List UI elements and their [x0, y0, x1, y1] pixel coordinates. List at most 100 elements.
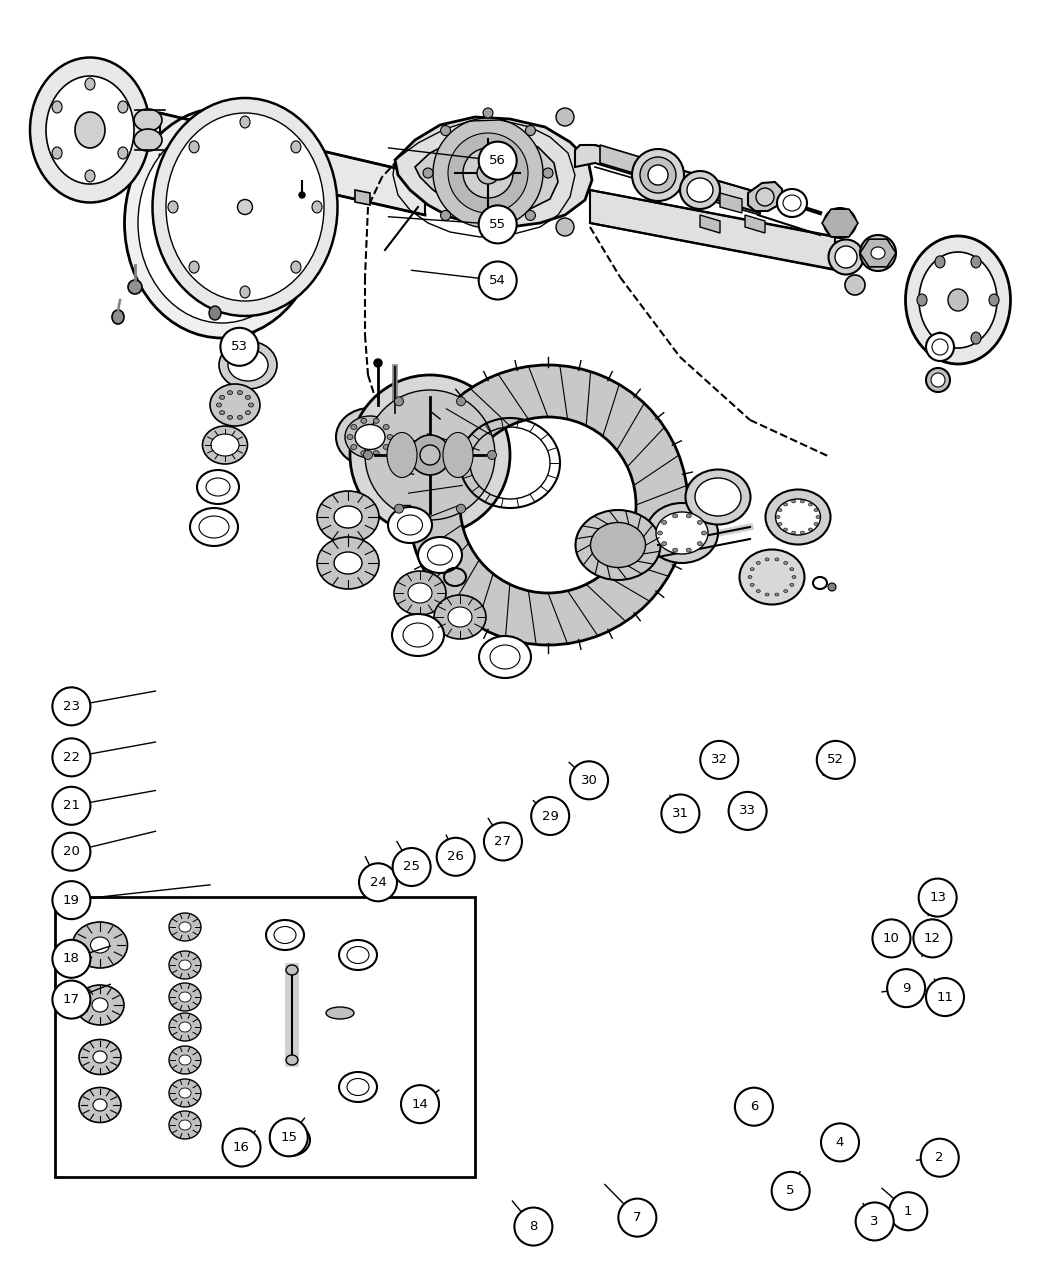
Ellipse shape [750, 567, 754, 571]
Ellipse shape [656, 513, 708, 555]
Text: 5: 5 [786, 1184, 795, 1197]
Ellipse shape [687, 514, 691, 518]
Ellipse shape [388, 507, 432, 543]
Ellipse shape [673, 514, 677, 518]
Text: 55: 55 [489, 218, 506, 231]
Ellipse shape [387, 435, 393, 440]
Ellipse shape [808, 528, 813, 530]
Ellipse shape [775, 558, 779, 561]
Ellipse shape [346, 1079, 369, 1095]
Text: 21: 21 [63, 799, 80, 812]
Ellipse shape [483, 108, 493, 119]
Ellipse shape [169, 1014, 201, 1040]
Ellipse shape [351, 445, 357, 450]
Text: 9: 9 [902, 982, 910, 994]
Ellipse shape [286, 1054, 298, 1065]
Ellipse shape [640, 157, 676, 193]
Ellipse shape [374, 360, 382, 367]
Ellipse shape [835, 246, 857, 268]
Ellipse shape [926, 333, 954, 361]
Ellipse shape [756, 589, 760, 593]
Ellipse shape [339, 1072, 377, 1102]
Text: 29: 29 [542, 810, 559, 822]
Ellipse shape [351, 425, 357, 430]
Circle shape [479, 142, 517, 180]
Circle shape [735, 1088, 773, 1126]
Ellipse shape [525, 210, 536, 221]
Text: 11: 11 [937, 991, 953, 1003]
Ellipse shape [363, 450, 373, 459]
Ellipse shape [336, 408, 404, 465]
Polygon shape [355, 190, 370, 205]
Ellipse shape [52, 101, 62, 113]
Ellipse shape [361, 418, 366, 423]
Ellipse shape [291, 261, 301, 273]
Text: 20: 20 [63, 845, 80, 858]
Ellipse shape [765, 558, 769, 561]
Ellipse shape [701, 530, 707, 536]
Text: 18: 18 [63, 952, 80, 965]
Ellipse shape [828, 583, 836, 592]
Text: 31: 31 [672, 807, 689, 820]
Circle shape [52, 687, 90, 725]
Text: 15: 15 [280, 1131, 297, 1144]
Ellipse shape [697, 542, 702, 546]
Ellipse shape [249, 403, 253, 407]
Ellipse shape [792, 575, 796, 579]
Ellipse shape [219, 395, 225, 399]
Circle shape [926, 978, 964, 1016]
Ellipse shape [408, 583, 432, 603]
Ellipse shape [657, 530, 663, 536]
Ellipse shape [800, 500, 804, 502]
Ellipse shape [433, 119, 543, 228]
Ellipse shape [168, 201, 178, 213]
Ellipse shape [441, 210, 450, 221]
Ellipse shape [448, 133, 528, 213]
Ellipse shape [85, 78, 94, 91]
Ellipse shape [209, 306, 220, 320]
Ellipse shape [334, 552, 362, 574]
Ellipse shape [483, 228, 493, 238]
Text: 14: 14 [412, 1098, 428, 1111]
Ellipse shape [46, 76, 134, 184]
Ellipse shape [169, 951, 201, 979]
Circle shape [437, 838, 475, 876]
Ellipse shape [398, 515, 422, 536]
Ellipse shape [490, 645, 520, 669]
Polygon shape [290, 177, 308, 193]
Circle shape [873, 919, 910, 958]
Text: 26: 26 [447, 850, 464, 863]
Ellipse shape [443, 432, 472, 478]
Ellipse shape [178, 1088, 191, 1098]
Ellipse shape [646, 504, 718, 564]
Text: 2: 2 [936, 1151, 944, 1164]
Circle shape [662, 794, 699, 833]
Ellipse shape [178, 1119, 191, 1130]
Ellipse shape [783, 589, 788, 593]
Ellipse shape [237, 416, 243, 419]
Ellipse shape [312, 201, 322, 213]
Ellipse shape [189, 261, 200, 273]
Ellipse shape [394, 571, 446, 615]
Polygon shape [860, 240, 896, 266]
Ellipse shape [860, 235, 896, 272]
Ellipse shape [178, 1023, 191, 1031]
Ellipse shape [326, 1007, 354, 1019]
Ellipse shape [441, 125, 450, 135]
Polygon shape [575, 145, 760, 213]
Circle shape [52, 980, 90, 1019]
Ellipse shape [240, 116, 250, 128]
Ellipse shape [948, 289, 968, 311]
Circle shape [729, 792, 766, 830]
Ellipse shape [190, 507, 238, 546]
Ellipse shape [423, 168, 433, 179]
Ellipse shape [648, 164, 668, 185]
Ellipse shape [169, 1046, 201, 1074]
Ellipse shape [169, 983, 201, 1011]
Circle shape [821, 1123, 859, 1162]
Ellipse shape [525, 125, 536, 135]
Ellipse shape [739, 550, 804, 604]
Ellipse shape [278, 1131, 302, 1149]
Text: 12: 12 [924, 932, 941, 945]
Circle shape [484, 822, 522, 861]
